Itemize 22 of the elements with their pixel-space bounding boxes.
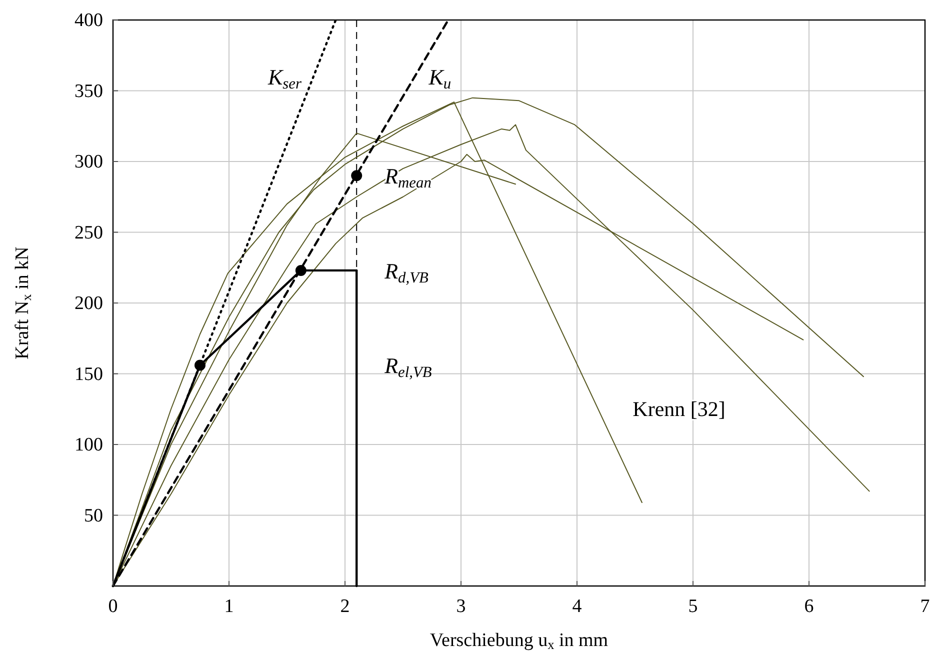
x-axis-title: Verschiebung u$_{x}$ in mm xyxy=(430,630,608,652)
x-tick-label: 6 xyxy=(804,596,814,617)
y-tick-label: 300 xyxy=(74,152,103,172)
y-tick-label: 200 xyxy=(74,293,103,314)
y-tick-label: 400 xyxy=(74,10,103,31)
series-label: R$_{d,VB}$ xyxy=(384,258,429,286)
x-tick-label: 4 xyxy=(572,596,582,617)
x-tick-label: 2 xyxy=(340,596,350,617)
x-tick-label: 1 xyxy=(224,596,234,617)
y-tick-label: 100 xyxy=(74,434,103,456)
x-tick-label: 7 xyxy=(920,596,930,617)
y-tick-label: 150 xyxy=(74,364,103,385)
y-tick-label: 350 xyxy=(74,80,103,102)
annotation: Krenn [32] xyxy=(632,397,726,422)
series-label: R$_{el,VB}$ xyxy=(384,353,432,381)
x-tick-label: 0 xyxy=(108,596,118,617)
x-tick-label: 5 xyxy=(688,596,698,617)
y-tick-label: 50 xyxy=(84,505,103,526)
series-label: K$_{u}$ xyxy=(428,64,452,92)
y-tick-label: 250 xyxy=(74,222,103,244)
series-label: K$_{ser}$ xyxy=(266,64,302,92)
x-tick-label: 3 xyxy=(456,596,466,617)
